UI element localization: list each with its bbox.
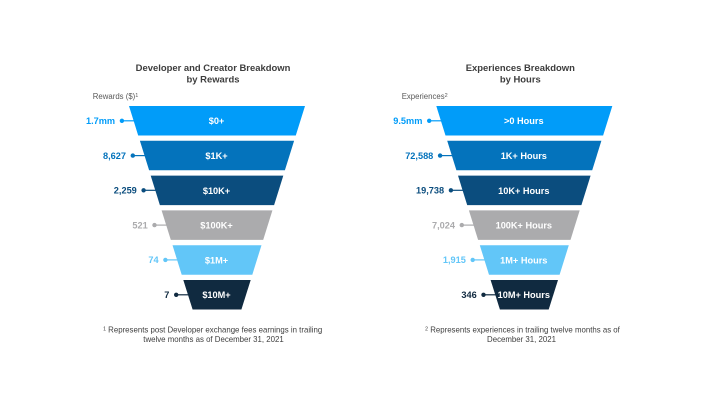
svg-text:10M+ Hours: 10M+ Hours [498,290,550,300]
svg-text:Experiences Breakdown: Experiences Breakdown [466,63,575,74]
svg-text:by Rewards: by Rewards [187,75,240,86]
svg-text:2,259: 2,259 [114,186,137,196]
svg-text:$1M+: $1M+ [205,255,228,265]
svg-text:1M+ Hours: 1M+ Hours [500,255,547,265]
svg-text:1K+ Hours: 1K+ Hours [501,151,547,161]
svg-text:7: 7 [164,290,169,300]
svg-text:19,738: 19,738 [416,186,444,196]
svg-text:Developer and Creator Breakdow: Developer and Creator Breakdown [136,63,291,74]
svg-text:$1K+: $1K+ [205,151,227,161]
svg-text:Experiences2: Experiences2 [402,92,448,101]
svg-text:$0+: $0+ [209,116,225,126]
svg-text:$10M+: $10M+ [202,290,230,300]
svg-text:2 Represents experiences in tr: 2 Represents experiences in trailing twe… [425,326,621,335]
svg-text:1.7mm: 1.7mm [86,116,115,126]
svg-text:twelve months as of December 3: twelve months as of December 31, 2021 [143,335,283,344]
svg-text:Rewards ($)1: Rewards ($)1 [93,92,139,101]
svg-text:10K+ Hours: 10K+ Hours [498,186,549,196]
svg-text:8,627: 8,627 [103,151,126,161]
svg-text:>0 Hours: >0 Hours [504,116,544,126]
svg-text:72,588: 72,588 [405,151,433,161]
svg-text:1 Represents post Developer ex: 1 Represents post Developer exchange fee… [103,326,322,335]
svg-text:346: 346 [461,290,476,300]
svg-text:521: 521 [132,220,147,230]
svg-text:1,915: 1,915 [443,255,466,265]
svg-text:100K+ Hours: 100K+ Hours [496,221,552,231]
svg-text:7,024: 7,024 [432,220,456,230]
svg-text:$10K+: $10K+ [203,186,230,196]
svg-text:by Hours: by Hours [500,75,541,86]
svg-text:December 31, 2021: December 31, 2021 [487,335,556,344]
svg-text:9.5mm: 9.5mm [393,116,422,126]
svg-text:$100K+: $100K+ [200,221,232,231]
svg-text:74: 74 [148,255,159,265]
